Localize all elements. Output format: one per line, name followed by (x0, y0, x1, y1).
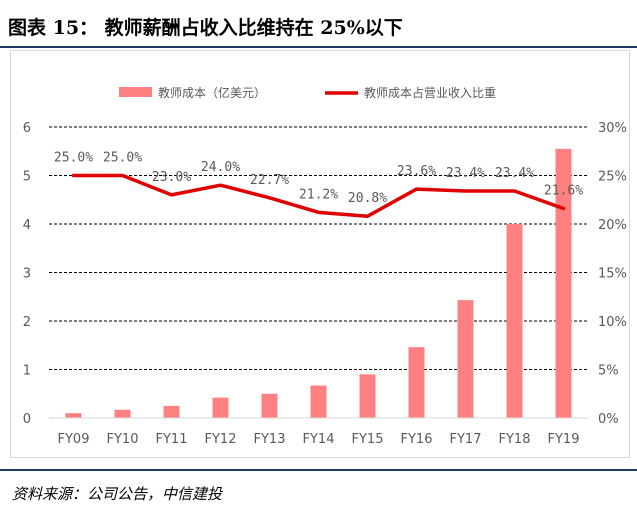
bar (457, 300, 474, 418)
legend-line-label: 教师成本占营业收入比重 (364, 85, 496, 100)
data-label: 20.8% (348, 191, 387, 206)
source-note: 资料来源：公司公告，中信建投 (12, 485, 223, 503)
x-tick-label: FY12 (205, 432, 237, 447)
legend-bar-label: 教师成本（亿美元） (158, 85, 266, 100)
data-label: 24.0% (201, 160, 240, 175)
bar (506, 224, 523, 418)
data-label: 21.6% (544, 183, 583, 198)
x-tick-label: FY10 (107, 432, 139, 447)
chart-frame (10, 50, 630, 458)
y-right-tick-label: 25% (598, 170, 627, 185)
data-label: 23.4% (446, 166, 485, 181)
y-left-tick-label: 1 (23, 364, 31, 379)
bar (212, 397, 229, 418)
line-layer (71, 173, 566, 218)
bar (555, 148, 572, 418)
bar (65, 413, 82, 418)
y-right-tick-label: 20% (598, 218, 627, 233)
data-label: 23.0% (152, 170, 191, 185)
title-rule (0, 46, 637, 48)
bar (408, 347, 425, 418)
bar (261, 393, 278, 418)
bar (359, 374, 376, 418)
y-right-tick-label: 15% (598, 267, 627, 282)
x-tick-label: FY19 (548, 432, 580, 447)
y-left-tick-label: 6 (23, 121, 31, 136)
y-right-tick-label: 0% (598, 412, 619, 427)
y-left-tick-label: 2 (23, 315, 31, 330)
x-tick-label: FY13 (254, 432, 286, 447)
y-right-tick-label: 10% (598, 315, 627, 330)
x-tick-label: FY16 (401, 432, 433, 447)
x-tick-label: FY15 (352, 432, 384, 447)
y-left-tick-label: 4 (23, 218, 31, 233)
bar-layer (65, 148, 572, 418)
data-label: 21.2% (299, 187, 338, 202)
y-right-tick-label: 30% (598, 121, 627, 136)
y-left-tick-label: 3 (23, 267, 31, 282)
data-label: 23.4% (495, 166, 534, 181)
x-tick-label: FY14 (303, 432, 335, 447)
bar (163, 405, 180, 418)
data-label: 25.0% (54, 151, 93, 166)
x-tick-label: FY09 (58, 432, 90, 447)
label-layer: 25.0% 25.0% 23.0% 24.0% 22.7% 21.2% 20.8% 23.6%… (54, 151, 583, 207)
data-label: 22.7% (250, 173, 289, 188)
bar (310, 385, 327, 418)
legend-bar-swatch (119, 87, 152, 97)
x-tick-label: FY18 (499, 432, 531, 447)
data-label: 25.0% (103, 151, 142, 166)
bar (114, 409, 131, 418)
source-rule (0, 469, 637, 471)
y-right-tick-label: 5% (598, 364, 619, 379)
figure-title: 图表 15： 教师薪酬占收入比维持在 25%以下 (8, 17, 403, 39)
line-series (71, 173, 566, 218)
axis-layer: 0 0%1 5%2 10%3 15%4 20%5 25%6 30%FY09 FY10 FY11 FY… (23, 121, 627, 447)
y-left-tick-label: 0 (23, 412, 31, 427)
y-left-tick-label: 5 (23, 170, 31, 185)
data-label: 23.6% (397, 164, 436, 179)
legend-layer: 教师成本（亿美元） 教师成本占营业收入比重 (119, 85, 496, 100)
x-tick-label: FY11 (156, 432, 188, 447)
x-tick-label: FY17 (450, 432, 482, 447)
